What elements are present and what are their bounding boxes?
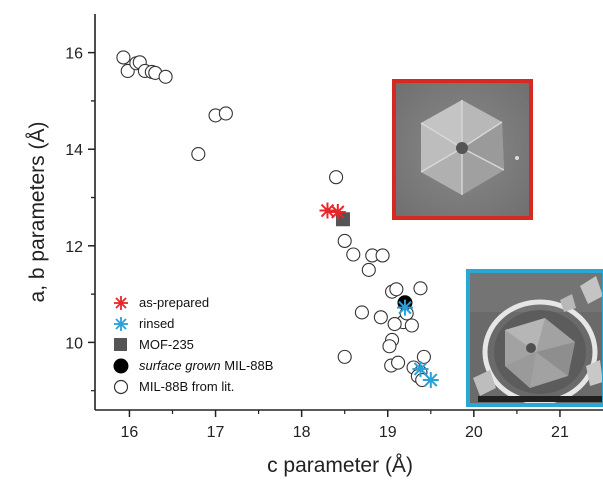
- inset-micrograph-hexagon: [392, 79, 533, 220]
- point-asterisk: [422, 372, 439, 389]
- point-open-circle: [191, 146, 206, 162]
- y-tick-label: 10: [65, 335, 83, 352]
- legend-label-surface-grown: surface grown MIL-88B: [139, 358, 273, 373]
- legend-marker-mil-88b-lit: [113, 379, 129, 395]
- point-open-circle: [337, 233, 352, 249]
- y-tick-label: 12: [65, 239, 83, 256]
- x-axis-ticks: 16 17 18 19 20 21: [121, 410, 569, 441]
- point-open-circle: [158, 69, 173, 84]
- legend-label-italic-part: surface grown: [139, 358, 221, 373]
- point-asterisk: [412, 360, 429, 377]
- x-tick-label: 16: [121, 424, 139, 441]
- point-open-circle: [413, 281, 428, 296]
- point-open-circle: [361, 262, 376, 278]
- x-axis-title: c parameter (Å): [267, 454, 413, 477]
- data-points: [116, 50, 439, 389]
- point-asterisk: [329, 204, 346, 220]
- point-open-circle: [373, 310, 388, 325]
- inset-micrograph-surface: [466, 269, 603, 407]
- point-open-circle: [218, 106, 233, 121]
- legend-label-as-prepared: as-prepared: [139, 295, 209, 310]
- point-square: [335, 212, 350, 227]
- legend-marker-surface-grown: [113, 358, 129, 374]
- legend-label-mil-88b-lit: MIL-88B from lit.: [139, 379, 234, 394]
- legend-label-mof-235: MOF-235: [139, 337, 194, 352]
- legend-label-rest-part: MIL-88B: [221, 358, 274, 373]
- plot-frame: [94, 14, 603, 411]
- point-open-circle: [329, 170, 344, 185]
- legend: as-prepared rinsed MOF-235 surface grown…: [113, 295, 273, 395]
- point-open-circle: [389, 282, 404, 297]
- point-open-circle: [354, 305, 369, 320]
- point-open-circle: [337, 349, 352, 364]
- legend-marker-rinsed: [114, 317, 128, 331]
- point-open-circle: [116, 50, 131, 65]
- x-tick-label: 21: [551, 424, 569, 441]
- legend-marker-mof-235: [114, 338, 127, 351]
- point-open-circle: [387, 316, 402, 332]
- x-tick-label: 17: [207, 424, 225, 441]
- point-open-circle: [404, 318, 419, 333]
- y-tick-label: 14: [65, 142, 83, 159]
- point-open-circle: [416, 349, 431, 364]
- x-tick-label: 19: [379, 424, 397, 441]
- y-tick-label: 16: [65, 46, 83, 63]
- x-tick-label: 20: [465, 424, 483, 441]
- y-axis-ticks: 10 12 14 16: [65, 46, 95, 392]
- point-open-circle: [346, 247, 361, 262]
- x-tick-label: 18: [293, 424, 311, 441]
- legend-label-rinsed: rinsed: [139, 316, 174, 331]
- point-open-circle: [391, 355, 406, 370]
- point-asterisk: [396, 299, 413, 316]
- y-axis-title: a, b parameters (Å): [26, 122, 49, 303]
- legend-marker-as-prepared: [114, 296, 128, 310]
- point-open-circle: [382, 339, 397, 354]
- point-open-circle: [375, 248, 390, 263]
